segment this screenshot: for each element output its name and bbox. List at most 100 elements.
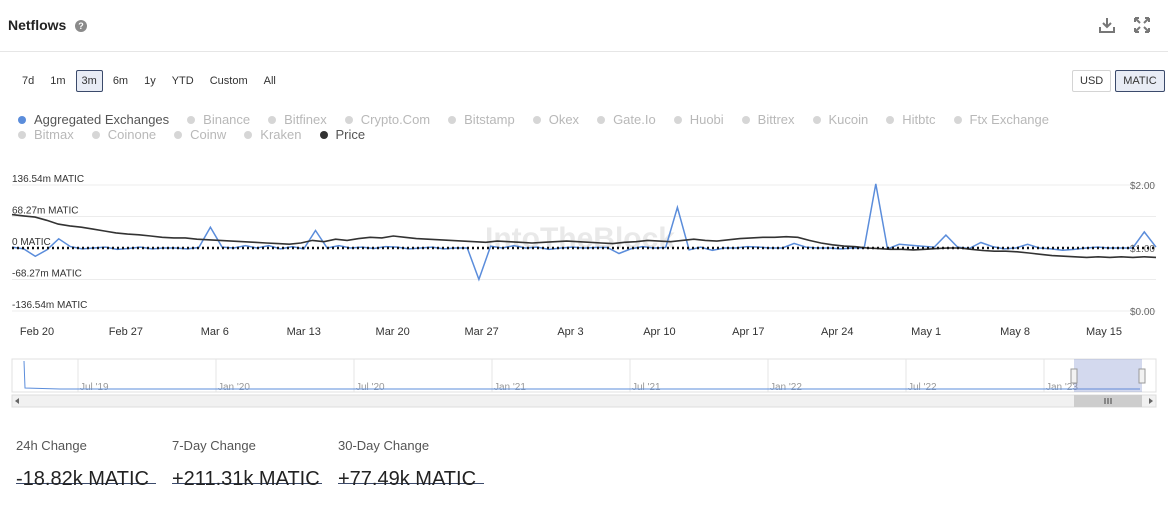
y-right-tick-label: $1.00 — [1130, 244, 1155, 255]
range-button-7d[interactable]: 7d — [16, 70, 41, 92]
range-button-3m[interactable]: 3m — [75, 70, 103, 92]
legend-dot-icon — [319, 130, 328, 139]
legend-dot-icon — [886, 115, 895, 124]
x-tick-label: Mar 20 — [376, 326, 410, 338]
download-icon[interactable] — [1098, 16, 1116, 34]
legend-label: Bitmax — [34, 127, 74, 142]
watermark: IntoTheBlock — [485, 222, 675, 255]
legend-item[interactable]: Okex — [532, 112, 580, 127]
unit-button-matic[interactable]: MATIC — [1115, 70, 1165, 92]
scroll-left-icon[interactable] — [15, 398, 19, 404]
expand-icon[interactable] — [1133, 16, 1151, 34]
legend-item[interactable]: Bitmax — [18, 127, 74, 142]
navigator-handle-right[interactable] — [1138, 368, 1146, 384]
legend-dot-icon — [953, 115, 962, 124]
scroll-right-icon[interactable] — [1149, 398, 1153, 404]
x-tick-label: May 1 — [911, 326, 941, 338]
legend-dot-icon — [741, 115, 750, 124]
range-button-1y[interactable]: 1y — [138, 70, 162, 92]
legend-label: Hitbtc — [902, 112, 936, 127]
legend-label: Gate.Io — [613, 112, 656, 127]
x-tick-label: Mar 27 — [464, 326, 498, 338]
legend-label: Huobi — [689, 112, 724, 127]
legend-label: Price — [335, 127, 366, 142]
stat-label: 7-Day Change — [172, 438, 256, 453]
range-button-all[interactable]: All — [257, 70, 282, 92]
legend-dot-icon — [344, 115, 353, 124]
navigator-label: Jul '20 — [356, 382, 385, 393]
x-tick-label: Mar 6 — [201, 326, 229, 338]
price-series-line — [11, 213, 1157, 259]
legend-dot-icon — [187, 115, 196, 124]
navigator-selection[interactable] — [1074, 359, 1142, 392]
legend-item[interactable]: Binance — [187, 112, 250, 127]
legend-dot-icon — [244, 130, 253, 139]
y-left-tick-label: -68.27m MATIC — [12, 269, 82, 280]
x-tick-label: Apr 17 — [732, 326, 764, 338]
x-tick-label: Apr 10 — [643, 326, 675, 338]
legend-dot-icon — [532, 115, 541, 124]
legend-item[interactable]: Bittrex — [741, 112, 795, 127]
y-left-tick-label: 136.54m MATIC — [12, 174, 84, 185]
legend-label: Bitfinex — [284, 112, 327, 127]
legend-label: Coinw — [190, 127, 227, 142]
legend-item[interactable]: Aggregated Exchanges — [18, 112, 169, 127]
unit-button-usd[interactable]: USD — [1072, 70, 1112, 92]
legend-item[interactable]: Coinw — [174, 127, 226, 142]
range-button-custom[interactable]: Custom — [203, 70, 254, 92]
chart-legend: Aggregated Exchanges Binance Bitfinex Crypt… — [18, 112, 1138, 142]
navigator-label: Jul '22 — [908, 382, 937, 393]
legend-item[interactable]: Price — [319, 127, 366, 142]
stat-card: 7-Day Change +211.31k MATIC — [172, 438, 322, 490]
legend-label: Bitstamp — [464, 112, 515, 127]
scrollbar-grip-icon — [1104, 398, 1112, 404]
x-tick-label: Feb 27 — [109, 326, 143, 338]
navigator-label: Jul '21 — [632, 382, 661, 393]
legend-item[interactable]: Kucoin — [812, 112, 869, 127]
legend-item[interactable]: Bitfinex — [268, 112, 327, 127]
legend-item[interactable]: Coinone — [91, 127, 156, 142]
legend-item[interactable]: Huobi — [673, 112, 724, 127]
legend-item[interactable]: Ftx Exchange — [953, 112, 1049, 127]
change-stats: 24h Change -18.82k MATIC 7-Day Change +211.… — [16, 438, 484, 490]
y-left-tick-label: 0 MATIC — [12, 237, 51, 248]
range-button-ytd[interactable]: YTD — [165, 70, 200, 92]
stat-value: +77.49k MATIC — [338, 468, 477, 490]
legend-item[interactable]: Gate.Io — [597, 112, 656, 127]
netflows-chart: 136.54m MATIC 68.27m MATIC 0 MATIC -68.27m … — [11, 174, 1157, 338]
stat-label: 30-Day Change — [338, 438, 430, 453]
scrollbar-track[interactable] — [11, 394, 1157, 408]
legend-dot-icon — [174, 130, 183, 139]
x-tick-label: Apr 24 — [821, 326, 853, 338]
range-button-1m[interactable]: 1m — [44, 70, 72, 92]
legend-row: Bitmax Coinone Coinw Kraken Price — [18, 127, 1138, 142]
legend-dot-icon — [268, 115, 277, 124]
range-selector: 7d 1m 3m 6m 1y YTD Custom All — [16, 70, 282, 92]
legend-item[interactable]: Crypto.Com — [344, 112, 431, 127]
legend-item[interactable]: Hitbtc — [886, 112, 936, 127]
legend-item[interactable]: Kraken — [244, 127, 302, 142]
y-left-tick-label: -136.54m MATIC — [12, 300, 87, 311]
y-right-tick-label: $2.00 — [1130, 181, 1155, 192]
panel-header: Netflows ? — [0, 0, 1168, 52]
legend-label: Crypto.Com — [360, 112, 431, 127]
navigator-series-line — [23, 360, 1140, 390]
legend-label: Aggregated Exchanges — [34, 112, 170, 127]
legend-label: Okex — [548, 112, 580, 127]
y-right-tick-label: $0.00 — [1130, 307, 1155, 318]
stat-value: +211.31k MATIC — [172, 468, 320, 490]
legend-label: Kucoin — [828, 112, 869, 127]
range-button-6m[interactable]: 6m — [106, 70, 135, 92]
legend-dot-icon — [673, 115, 682, 124]
legend-label: Bittrex — [757, 112, 795, 127]
range-navigator[interactable]: Jul '19 Jan '20 Jul '20 Jan '21 Jul '21 Jan '… — [0, 358, 1168, 410]
legend-dot-icon — [448, 115, 457, 124]
x-tick-label: Apr 3 — [557, 326, 583, 338]
stat-card: 24h Change -18.82k MATIC — [16, 438, 156, 490]
legend-dot-icon — [18, 130, 26, 139]
stat-card: 30-Day Change +77.49k MATIC — [338, 438, 484, 490]
stat-label: 24h Change — [16, 438, 87, 453]
navigator-handle-left[interactable] — [1070, 368, 1078, 384]
legend-item[interactable]: Bitstamp — [448, 112, 515, 127]
help-icon[interactable]: ? — [75, 20, 87, 32]
